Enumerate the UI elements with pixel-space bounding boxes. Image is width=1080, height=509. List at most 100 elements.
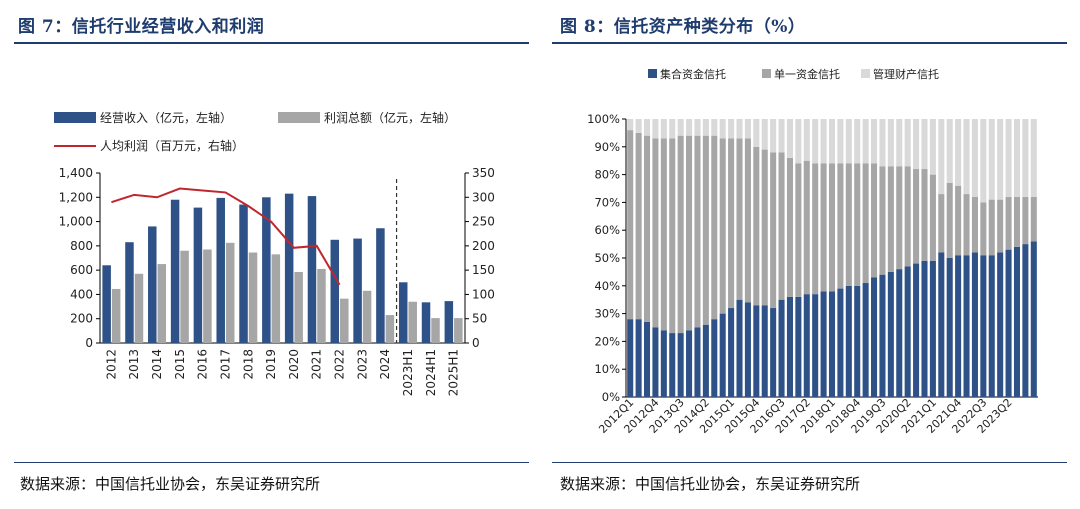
collective-trust-bar <box>1005 249 1012 397</box>
x-tick-label: 2025H1 <box>447 349 461 396</box>
single-trust-bar <box>677 135 684 334</box>
managed-property-trust-bar <box>778 119 785 153</box>
collective-trust-bar <box>955 255 962 397</box>
x-tick-label: 2023 <box>355 349 369 380</box>
revenue-bar <box>398 282 408 343</box>
y-tick-label: 40% <box>594 279 620 293</box>
legend-label-per-capita: 人均利润（百万元，右轴） <box>100 138 244 153</box>
x-tick-label: 2022 <box>333 349 347 380</box>
y-tick-label: 50% <box>594 251 620 265</box>
managed-property-trust-bar <box>795 119 802 164</box>
managed-property-trust-bar <box>971 119 978 197</box>
managed-property-trust-bar <box>728 119 735 139</box>
collective-trust-bar <box>702 324 709 397</box>
profit-bar <box>248 252 258 343</box>
collective-trust-bar <box>921 260 928 397</box>
profit-bar <box>362 290 372 343</box>
single-trust-bar <box>736 138 743 300</box>
profit-bar <box>294 271 303 343</box>
single-trust-bar <box>963 194 970 256</box>
single-trust-bar <box>728 138 735 309</box>
per-capita-profit-line <box>111 187 341 286</box>
single-trust-bar <box>660 138 667 331</box>
x-tick-label: 2024H1 <box>424 349 438 396</box>
profit-bar <box>385 315 395 343</box>
managed-property-trust-bar <box>660 119 667 139</box>
legend-swatch-profit <box>278 112 320 123</box>
managed-property-trust-bar <box>820 119 827 164</box>
single-trust-bar <box>913 169 920 264</box>
revenue-bar <box>193 207 203 343</box>
collective-trust-bar <box>938 252 945 397</box>
managed-property-trust-bar <box>643 119 651 136</box>
revenue-bar <box>170 199 180 343</box>
single-trust-bar <box>1022 196 1029 245</box>
single-trust-bar <box>896 166 903 270</box>
collective-trust-bar <box>845 285 852 397</box>
single-trust-bar <box>971 196 978 253</box>
collective-trust-bar <box>719 313 726 397</box>
managed-property-trust-bar <box>997 119 1004 200</box>
legend-label-revenue: 经营收入（亿元，左轴） <box>100 110 232 125</box>
single-trust-bar <box>871 163 878 278</box>
managed-property-trust-bar <box>963 119 970 195</box>
fig8-title-rule <box>552 42 1067 44</box>
single-trust-bar <box>761 149 768 306</box>
x-tick-label: 2021 <box>310 349 324 380</box>
y-tick-label: 70% <box>594 195 620 209</box>
single-trust-bar <box>845 163 852 286</box>
revenue-bar <box>444 301 454 343</box>
collective-trust-bar <box>753 305 760 397</box>
collective-trust-bar <box>929 260 936 397</box>
revenue-bar <box>421 302 431 343</box>
managed-property-trust-bar <box>988 119 995 200</box>
profit-bar <box>180 250 189 343</box>
managed-property-trust-bar <box>812 119 819 164</box>
single-trust-bar <box>1005 196 1012 250</box>
legend-swatch-collective-trust <box>648 69 657 78</box>
managed-property-trust-bar <box>828 119 836 164</box>
managed-property-trust-bar <box>938 119 945 195</box>
left-tick-label: 600 <box>70 263 93 277</box>
managed-property-trust-bar <box>803 119 810 161</box>
profit-bar <box>225 242 235 343</box>
managed-property-trust-bar <box>652 119 659 139</box>
single-trust-bar <box>770 152 777 309</box>
collective-trust-bar <box>871 277 878 397</box>
single-trust-bar <box>887 166 894 272</box>
single-trust-bar <box>803 160 810 295</box>
managed-property-trust-bar <box>719 119 726 139</box>
left-tick-label: 1,200 <box>59 190 93 204</box>
collective-trust-bar <box>913 263 920 397</box>
legend-swatch-managed-property-trust <box>861 69 870 78</box>
right-tick-label: 0 <box>472 336 480 350</box>
x-tick-label: 2018 <box>241 349 255 380</box>
collective-trust-bar <box>770 308 777 397</box>
single-trust-bar <box>778 152 785 300</box>
collective-trust-bar <box>980 255 987 397</box>
managed-property-trust-bar <box>736 119 743 139</box>
profit-bar <box>203 249 212 343</box>
x-tick-label: 2019 <box>264 349 278 380</box>
y-tick-label: 20% <box>594 334 620 348</box>
single-trust-bar <box>997 199 1004 253</box>
profit-bar <box>111 288 121 343</box>
profit-bar <box>271 254 281 343</box>
single-trust-bar <box>904 166 911 267</box>
fig8-title: 图 8：信托资产种类分布（%） <box>560 17 806 37</box>
collective-trust-bar <box>837 288 844 397</box>
fig7-source: 数据来源：中国信托业协会，东吴证券研究所 <box>20 475 321 493</box>
revenue-bar <box>353 238 362 343</box>
legend-label-managed-property-trust: 管理财产信托 <box>873 67 939 81</box>
fig7-chart: 经营收入（亿元，左轴） 利润总额（亿元，左轴） 人均利润（百万元，右轴） 0 200 40… <box>54 110 495 396</box>
revenue-bar <box>125 242 134 343</box>
left-tick-label: 200 <box>70 312 93 326</box>
single-trust-bar <box>1013 196 1021 247</box>
revenue-bar <box>148 226 157 343</box>
collective-trust-bar <box>736 299 743 397</box>
collective-trust-bar <box>728 308 735 397</box>
managed-property-trust-bar <box>921 119 928 170</box>
revenue-bar <box>284 193 294 343</box>
single-trust-bar <box>753 146 760 306</box>
single-trust-bar <box>988 199 995 256</box>
